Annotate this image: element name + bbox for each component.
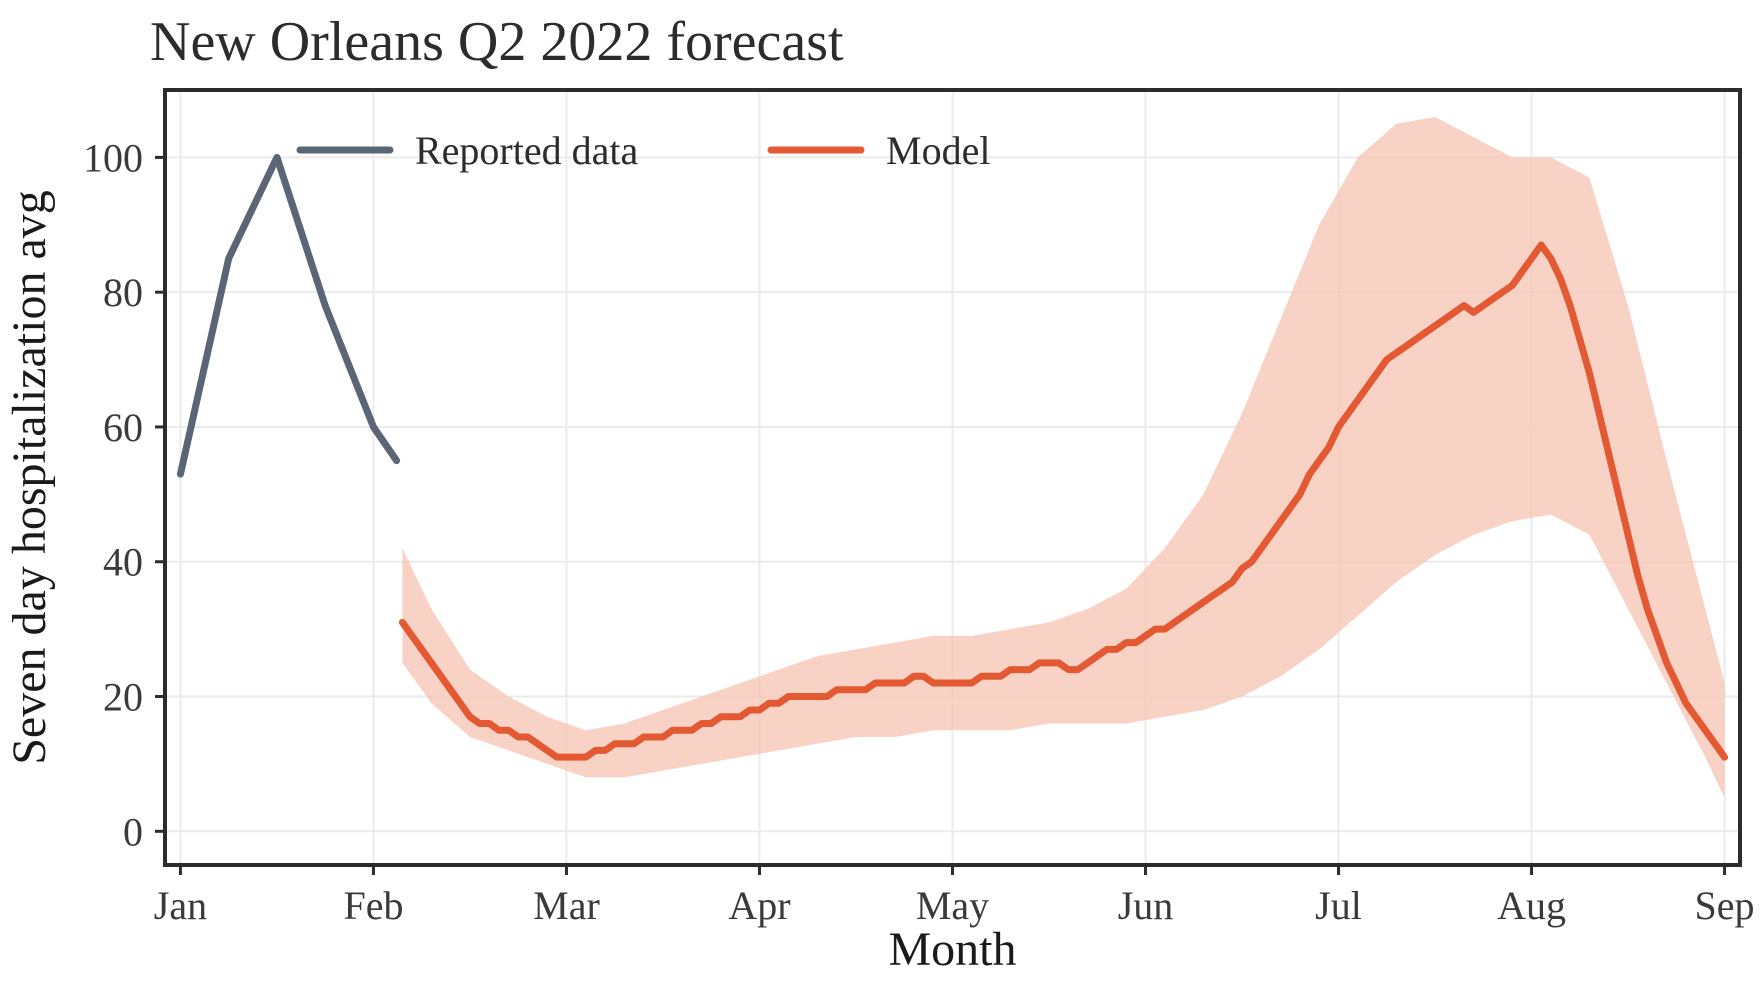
x-tick-label: Jul bbox=[1315, 883, 1362, 928]
x-tick-label: Jun bbox=[1118, 883, 1174, 928]
y-tick-label: 0 bbox=[123, 809, 143, 854]
chart-svg: Jan Feb Mar Apr May Jun Jul Aug Sep 0 20 40 60 80 100 M… bbox=[0, 0, 1763, 1004]
x-tick-label: Apr bbox=[728, 883, 790, 928]
y-tick-label: 40 bbox=[103, 540, 143, 585]
y-tick-label: 20 bbox=[103, 675, 143, 720]
y-tick-label: 100 bbox=[83, 135, 143, 180]
y-tick-label: 60 bbox=[103, 405, 143, 450]
chart-container: Jan Feb Mar Apr May Jun Jul Aug Sep 0 20 40 60 80 100 M… bbox=[0, 0, 1763, 1004]
y-tick-label: 80 bbox=[103, 270, 143, 315]
x-tick-label: Aug bbox=[1497, 883, 1566, 928]
legend-item-label: Model bbox=[886, 128, 990, 173]
x-tick-label: Jan bbox=[154, 883, 207, 928]
x-tick-label: May bbox=[916, 883, 989, 928]
chart-title: New Orleans Q2 2022 forecast bbox=[150, 11, 844, 73]
x-tick-label: Mar bbox=[533, 883, 600, 928]
y-axis-label: Seven day hospitalization avg bbox=[3, 190, 56, 765]
x-tick-label: Feb bbox=[343, 883, 403, 928]
x-tick-label: Sep bbox=[1695, 883, 1755, 928]
legend-item-label: Reported data bbox=[415, 128, 638, 173]
x-axis-label: Month bbox=[888, 923, 1016, 976]
